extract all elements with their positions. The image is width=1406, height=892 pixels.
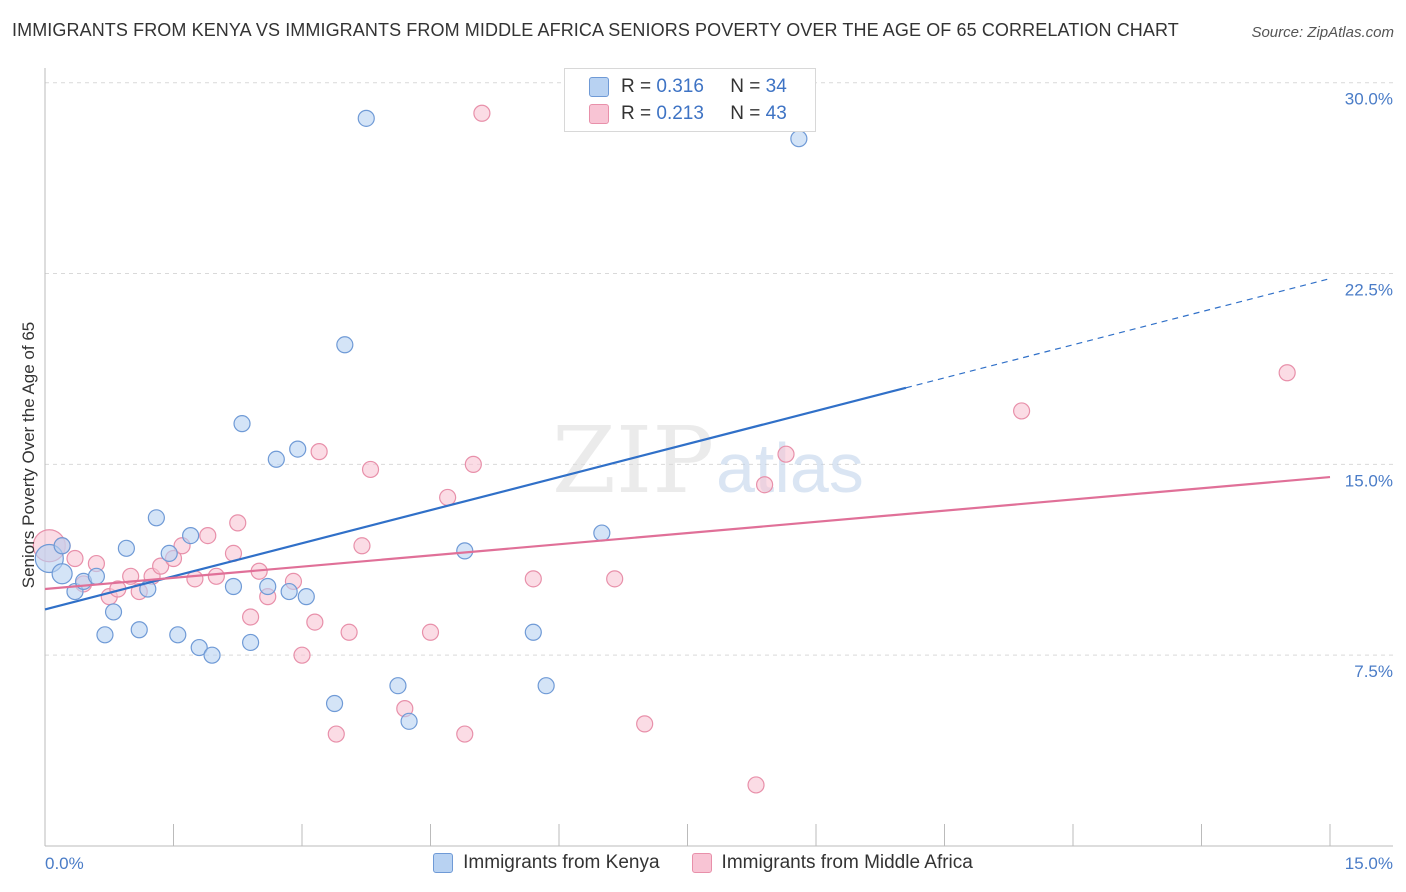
- kenya-point: [389, 677, 407, 695]
- middle-africa-point: [353, 537, 371, 555]
- middle-africa-point: [152, 557, 170, 575]
- kenya-point: [280, 582, 298, 601]
- middle-africa-point: [327, 725, 345, 743]
- kenya-r-label: R =: [621, 76, 652, 97]
- middle-africa-point: [755, 476, 774, 494]
- middle-africa-point: [1278, 364, 1296, 382]
- tick-labels: 7.5% 15.0% 22.5% 30.0% 0.0% 15.0%: [45, 90, 1393, 873]
- kenya-point: [203, 646, 221, 664]
- middle-africa-point: [606, 570, 624, 588]
- middle-africa-point: [473, 104, 491, 122]
- kenya-trend-line: [44, 386, 907, 611]
- middle-africa-point: [421, 623, 440, 641]
- kenya-point: [104, 603, 123, 621]
- middle-africa-point: [1012, 402, 1031, 420]
- kenya-point: [336, 336, 354, 354]
- kenya-point: [169, 626, 187, 644]
- middle-africa-point: [229, 514, 247, 532]
- kenya-point: [400, 712, 418, 730]
- y-tick-label: 15.0%: [1345, 471, 1393, 490]
- kenya-point: [224, 577, 243, 596]
- kenya-point: [537, 677, 555, 695]
- data-points: [32, 104, 1296, 794]
- kenya-point: [297, 588, 315, 606]
- middle-africa-point: [456, 725, 474, 743]
- watermark-zip: ZIP: [552, 407, 714, 514]
- middle-africa-point: [361, 460, 380, 479]
- middle-africa-point: [310, 443, 328, 461]
- kenya-point: [289, 440, 307, 458]
- watermark: ZIP atlas: [552, 407, 864, 514]
- legend-kenya-label: Immigrants from Kenya: [463, 852, 660, 873]
- middle-africa-r-value: 0.213: [656, 103, 704, 124]
- middle-africa-point: [777, 445, 795, 463]
- stats-legend: R = 0.316 N = 34 R = 0.213 N = 43: [564, 68, 816, 132]
- kenya-point: [593, 524, 611, 542]
- kenya-point: [259, 577, 277, 596]
- middle-africa-n-value: 43: [765, 103, 787, 124]
- x-tick-label: 15.0%: [1345, 854, 1393, 873]
- legend-middle-africa-swatch: [691, 853, 712, 873]
- kenya-point: [182, 526, 200, 545]
- legend-kenya-swatch: [433, 853, 454, 873]
- kenya-trend-extension: [905, 278, 1331, 389]
- kenya-swatch: [589, 77, 609, 97]
- middle-africa-point: [636, 715, 654, 733]
- grid-lines: [45, 82, 1393, 656]
- source-credit: Source: ZipAtlas.com: [1251, 24, 1394, 41]
- kenya-point: [267, 450, 285, 468]
- middle-africa-point: [199, 526, 217, 545]
- middle-africa-point: [293, 646, 311, 664]
- x-tick-label: 0.0%: [45, 854, 84, 873]
- middle-africa-point: [464, 455, 482, 473]
- axes: [44, 68, 1393, 847]
- legend-item-middle-africa[interactable]: Immigrants from Middle Africa: [691, 852, 973, 874]
- kenya-n-label: N =: [730, 76, 761, 97]
- kenya-point: [147, 509, 165, 527]
- kenya-point: [51, 563, 73, 585]
- kenya-point: [357, 109, 375, 127]
- kenya-point: [790, 130, 808, 148]
- middle-africa-point: [306, 613, 324, 631]
- trend-lines: [44, 278, 1331, 611]
- y-tick-label: 7.5%: [1354, 662, 1393, 681]
- middle-africa-point: [340, 623, 358, 641]
- middle-africa-point: [747, 776, 765, 794]
- middle-africa-point: [524, 570, 542, 588]
- watermark-atlas: atlas: [716, 429, 864, 507]
- kenya-point: [160, 544, 178, 563]
- middle-africa-point: [66, 549, 84, 568]
- kenya-point: [96, 626, 114, 644]
- kenya-r-value: 0.316: [656, 76, 704, 97]
- kenya-point: [456, 542, 474, 560]
- middle-africa-n-label: N =: [730, 103, 761, 124]
- kenya-point: [130, 621, 148, 639]
- kenya-point: [242, 633, 260, 652]
- stats-row-kenya: R = 0.316 N = 34: [589, 74, 787, 100]
- middle-africa-swatch: [589, 104, 609, 124]
- y-tick-label: 22.5%: [1345, 281, 1393, 300]
- kenya-point: [117, 539, 135, 557]
- kenya-point: [190, 638, 208, 657]
- middle-africa-point: [242, 608, 260, 626]
- stats-row-middle-africa: R = 0.213 N = 43: [589, 101, 787, 127]
- chart-title: IMMIGRANTS FROM KENYA VS IMMIGRANTS FROM…: [12, 20, 1179, 40]
- middle-africa-r-label: R =: [621, 103, 652, 124]
- kenya-point: [325, 694, 344, 713]
- series-legend: Immigrants from Kenya Immigrants from Mi…: [0, 852, 1406, 874]
- y-tick-label: 30.0%: [1345, 90, 1393, 109]
- kenya-point: [87, 567, 106, 585]
- middle-africa-point: [439, 488, 457, 507]
- kenya-n-value: 34: [765, 76, 787, 97]
- kenya-point: [524, 623, 542, 641]
- y-axis-label: Seniors Poverty Over the Age of 65: [19, 322, 38, 588]
- legend-item-kenya[interactable]: Immigrants from Kenya: [433, 852, 660, 874]
- legend-middle-africa-label: Immigrants from Middle Africa: [721, 852, 973, 873]
- middle-africa-point: [207, 567, 225, 585]
- kenya-point: [53, 537, 71, 555]
- middle-africa-trend-line: [44, 475, 1331, 591]
- kenya-point: [233, 415, 251, 433]
